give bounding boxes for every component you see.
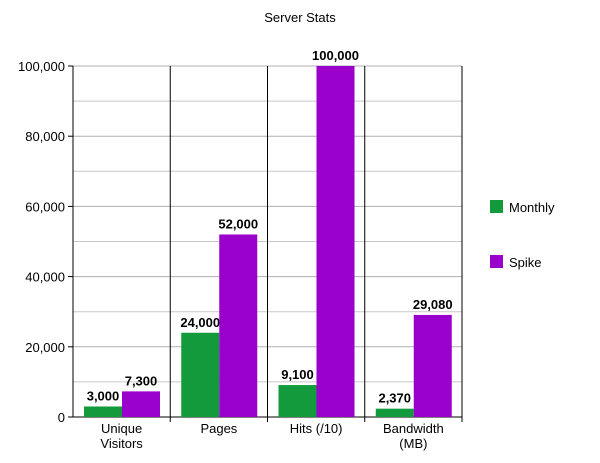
y-tick-label: 20,000 <box>25 340 65 355</box>
chart-title: Server Stats <box>264 10 336 25</box>
bar <box>316 66 355 417</box>
value-label: 52,000 <box>218 216 258 231</box>
value-label: 9,100 <box>281 367 314 382</box>
legend-label: Spike <box>509 255 542 270</box>
x-tick-label: Hits (/10) <box>290 421 343 436</box>
value-label: 2,370 <box>378 391 411 406</box>
bar <box>122 391 160 417</box>
x-tick-label: Pages <box>200 421 237 436</box>
x-tick-label: Unique Visitors <box>100 421 143 451</box>
y-tick-label: 80,000 <box>25 129 65 144</box>
x-tick-label: Bandwidth (MB) <box>383 421 444 451</box>
legend-label: Monthly <box>509 200 555 215</box>
y-tick-label: 0 <box>58 410 65 425</box>
legend-swatch <box>490 200 503 213</box>
value-label: 100,000 <box>312 48 359 63</box>
value-label: 3,000 <box>87 388 120 403</box>
y-tick-label: 40,000 <box>25 270 65 285</box>
bar <box>219 234 258 417</box>
y-tick-label: 60,000 <box>25 199 65 214</box>
bar <box>181 332 220 417</box>
value-label: 29,080 <box>413 297 453 312</box>
bar <box>375 408 414 417</box>
legend-swatch <box>490 255 503 268</box>
bar <box>84 406 122 417</box>
value-label: 24,000 <box>180 315 220 330</box>
bar <box>278 385 317 417</box>
bar <box>413 314 452 417</box>
value-label: 7,300 <box>125 373 158 388</box>
y-tick-label: 100,000 <box>18 59 65 74</box>
